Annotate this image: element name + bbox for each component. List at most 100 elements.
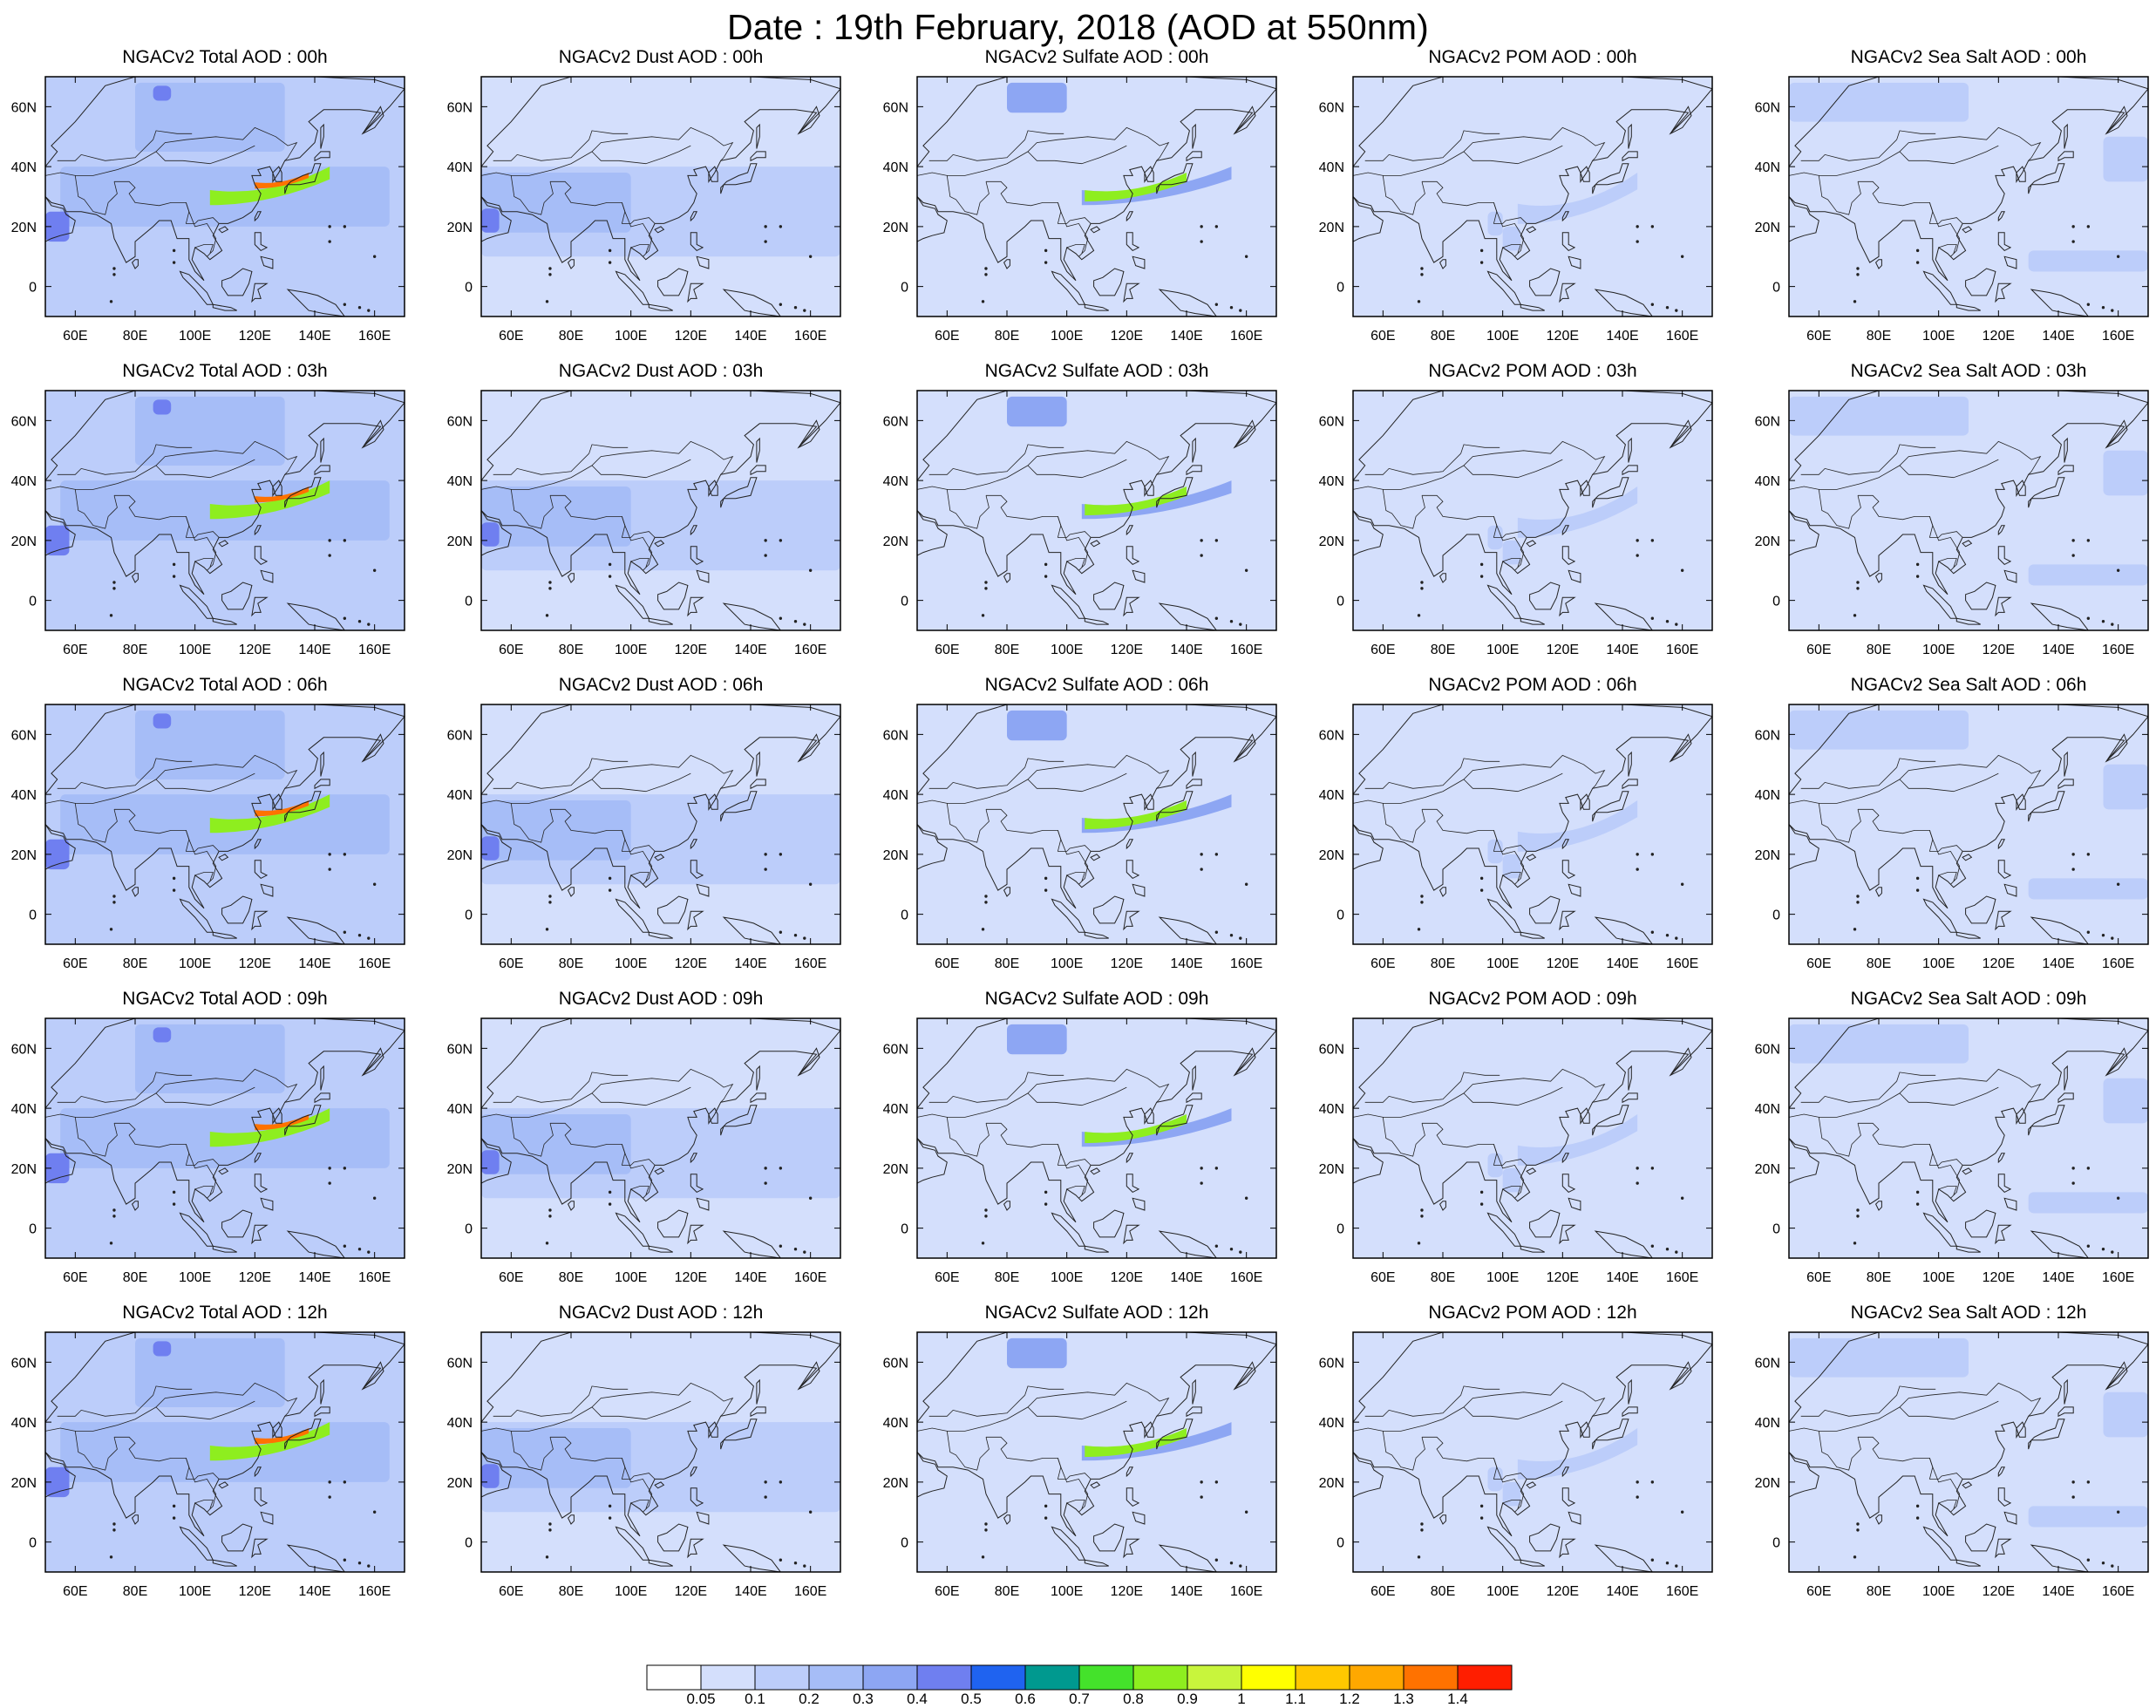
coastline [212, 1245, 237, 1253]
colorbar-swatch [1078, 1664, 1134, 1691]
island-dot [1665, 619, 1670, 623]
island-dot [545, 614, 549, 617]
island-dot [1636, 554, 1639, 557]
island-dot [172, 575, 176, 578]
coastlines [481, 1332, 840, 1572]
map-frame [1352, 704, 1713, 945]
coastline [251, 1538, 269, 1559]
coastline [1789, 195, 1819, 242]
coastline [2016, 1107, 2026, 1124]
country-border [1938, 244, 1957, 254]
coastline [481, 1018, 840, 1223]
island-dot [1915, 261, 1920, 264]
lon-tick-label: 120E [1111, 1584, 1143, 1599]
panel-pom-06h: NGACv2 POM AOD : 06h 60E 80E 100E 120E 140E 16… [1319, 675, 1714, 993]
coastline [722, 289, 781, 316]
lat-tick-label: 60N [447, 100, 473, 115]
lon-tick-label: 100E [1486, 643, 1519, 657]
lon-tick-label: 60E [499, 643, 523, 657]
total-aod-field [45, 704, 405, 944]
country-border [986, 494, 1092, 538]
island-dot [764, 868, 767, 871]
coastline [1051, 270, 1086, 305]
coastline [1622, 465, 1638, 476]
coastline [1995, 596, 2012, 617]
island-dot [981, 614, 985, 617]
seasalt-aod-field [1789, 704, 2148, 944]
island-dot [112, 1528, 116, 1532]
coastline [1192, 437, 1196, 463]
island-dot [803, 936, 806, 940]
coastline [1789, 704, 2148, 909]
aod-map: 60E 80E 100E 120E 140E 160E 0 20N 40N 60N [1319, 1331, 1713, 1599]
coastline [218, 854, 229, 861]
pom-aod-field [1353, 1018, 1712, 1258]
island-dot [367, 623, 371, 626]
coastlines [481, 1018, 840, 1258]
country-border [194, 558, 214, 568]
aod-background [1353, 704, 1712, 944]
lon-tick-label: 140E [734, 956, 766, 971]
lat-tick-label: 0 [1336, 1536, 1344, 1551]
island-dot [2141, 644, 2143, 646]
coastline [917, 1018, 1276, 1223]
aod-map: 60E 80E 100E 120E 140E 160E 0 20N 40N 60N [11, 76, 405, 344]
coastline [2030, 916, 2089, 944]
island-dot [984, 273, 988, 276]
lon-tick-label: 100E [615, 1270, 647, 1285]
island-dot [1853, 928, 1857, 931]
lat-tick-label: 20N [1319, 848, 1344, 863]
island-dot [2086, 1244, 2091, 1248]
aod-map: 60E 80E 100E 120E 140E 160E 0 20N 40N 60N [1319, 704, 1713, 971]
coastline [218, 540, 229, 548]
main-title: Date : 19th February, 2018 (AOD at 550nm… [726, 7, 1430, 47]
coastline [1997, 525, 2006, 536]
island-dot [827, 946, 829, 948]
lat-tick-label: 0 [1772, 908, 1780, 923]
island-dot [1479, 1202, 1484, 1206]
island-dot [1214, 303, 1219, 306]
aod-feature-0 [1789, 1024, 1969, 1064]
lat-tick-label: 40N [11, 788, 37, 803]
lat-tick-label: 60N [11, 414, 37, 429]
lat-tick-label: 40N [883, 788, 908, 803]
aod-feature-1 [481, 173, 631, 233]
total-aod-field [45, 391, 405, 630]
coastline [1438, 573, 1446, 583]
country-border [1024, 1072, 1064, 1082]
island-dot [1650, 1167, 1655, 1170]
coastline [696, 1511, 710, 1525]
country-border [493, 453, 589, 475]
country-border [1382, 1117, 1425, 1157]
country-border [917, 754, 1170, 804]
country-border [1929, 830, 1961, 885]
lon-tick-label: 120E [1547, 1270, 1579, 1285]
coastline [1132, 1197, 1146, 1211]
coastline [1520, 1559, 1545, 1567]
lon-tick-label: 100E [179, 956, 211, 971]
country-border [153, 130, 193, 140]
pom-aod-field [1353, 1332, 1712, 1572]
island-dot [984, 1528, 988, 1532]
lon-tick-label: 80E [1867, 1270, 1891, 1285]
coastline [1233, 105, 1256, 135]
country-border [588, 1385, 629, 1396]
country-border [510, 803, 554, 843]
map-frame [1352, 1331, 1713, 1573]
country-border [74, 803, 118, 843]
coastline [1126, 1153, 1134, 1164]
coastline [657, 268, 689, 296]
island-dot [1650, 853, 1655, 856]
country-border [588, 758, 629, 768]
aod-map: 60E 80E 100E 120E 140E 160E 0 20N 40N 60N [1755, 1017, 2149, 1285]
island-dot [172, 1516, 176, 1520]
country-border [1382, 1431, 1425, 1471]
island-dot [2101, 1561, 2105, 1565]
lon-tick-label: 100E [1922, 956, 1955, 971]
island-dot [779, 225, 783, 228]
coastline [254, 546, 269, 566]
seasalt-aod-field [1789, 391, 2148, 630]
lon-tick-label: 120E [1983, 956, 2015, 971]
coastline [2105, 419, 2128, 449]
coastline [320, 751, 324, 777]
